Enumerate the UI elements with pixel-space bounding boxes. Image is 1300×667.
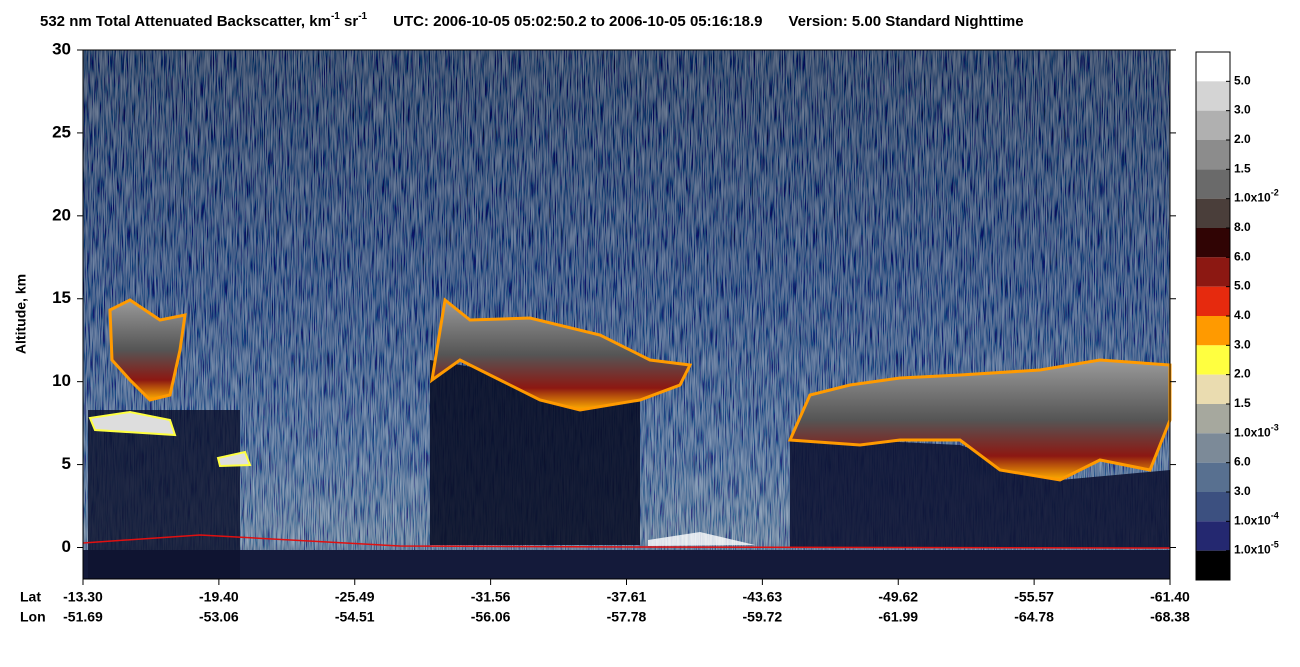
x-tick-label: -56.06 xyxy=(471,609,511,625)
cloud xyxy=(216,450,252,468)
colorbar-label-base: 3.0 xyxy=(1234,338,1251,352)
colorbar-label-base: 5.0 xyxy=(1234,279,1251,293)
colorbar-swatch xyxy=(1196,81,1230,111)
colorbar-label: 1.0x10-3 xyxy=(1234,423,1279,440)
colorbar-label: 6.0 xyxy=(1234,250,1251,264)
colorbar-label: 2.0 xyxy=(1234,132,1251,146)
x-row-label: Lat xyxy=(20,589,41,605)
x-tick-label: -51.69 xyxy=(63,609,103,625)
colorbar-swatch xyxy=(1196,345,1230,375)
colorbar-label: 2.0 xyxy=(1234,367,1251,381)
colorbar-swatch xyxy=(1196,140,1230,170)
colorbar-label: 3.0 xyxy=(1234,338,1251,352)
colorbar-swatch xyxy=(1196,521,1230,551)
x-tick-label: -31.56 xyxy=(471,589,511,605)
y-tick-label: 5 xyxy=(62,454,71,473)
attenuated-region xyxy=(88,410,240,579)
colorbar-label-base: 6.0 xyxy=(1234,455,1251,469)
x-tick-label: -59.72 xyxy=(743,609,783,625)
subsurface xyxy=(83,550,1170,579)
colorbar-swatch xyxy=(1196,462,1230,492)
colorbar-swatch xyxy=(1196,550,1230,580)
x-tick-label: -68.38 xyxy=(1150,609,1190,625)
colorbar-swatch xyxy=(1196,228,1230,258)
x-tick-label: -13.30 xyxy=(63,589,103,605)
colorbar-label-base: 2.0 xyxy=(1234,132,1251,146)
attenuated-region xyxy=(790,440,1170,548)
colorbar-swatch xyxy=(1196,198,1230,228)
colorbar-label: 1.5 xyxy=(1234,162,1251,176)
chart-title: 532 nm Total Attenuated Backscatter, km-… xyxy=(40,11,1024,30)
x-tick-label: -57.78 xyxy=(607,609,647,625)
colorbar-label: 5.0 xyxy=(1234,74,1251,88)
colorbar-swatch xyxy=(1196,492,1230,522)
x-tick-label: -19.40 xyxy=(199,589,239,605)
x-tick-label: -61.99 xyxy=(878,609,918,625)
colorbar-swatch xyxy=(1196,110,1230,140)
y-tick-label: 30 xyxy=(52,39,71,58)
colorbar-label-base: 5.0 xyxy=(1234,74,1251,88)
x-tick-label: -55.57 xyxy=(1014,589,1054,605)
x-tick-label: -64.78 xyxy=(1014,609,1054,625)
y-tick-label: 15 xyxy=(52,288,71,307)
curtain xyxy=(82,50,1172,579)
colorbar-label-base: 1.5 xyxy=(1234,396,1251,410)
colorbar-swatch xyxy=(1196,316,1230,346)
y-axis-label: Altitude, km xyxy=(13,274,29,354)
x-tick-label: -37.61 xyxy=(607,589,647,605)
cloud xyxy=(88,410,177,437)
colorbar-label-base: 8.0 xyxy=(1234,220,1251,234)
colorbar-swatch xyxy=(1196,52,1230,82)
colorbar-swatch xyxy=(1196,286,1230,316)
y-tick-label: 10 xyxy=(52,371,71,390)
cloud xyxy=(108,298,187,402)
colorbar-label-base: 1.5 xyxy=(1234,162,1251,176)
y-tick-label: 20 xyxy=(52,205,71,224)
colorbar-label: 6.0 xyxy=(1234,455,1251,469)
colorbar-label-exp: -4 xyxy=(1271,511,1279,521)
colorbar-label-base: 1.0x10 xyxy=(1234,514,1271,528)
x-tick-label: -25.49 xyxy=(335,589,375,605)
colorbar-label: 1.0x10-2 xyxy=(1234,188,1279,205)
colorbar-label: 4.0 xyxy=(1234,308,1251,322)
colorbar-label: 8.0 xyxy=(1234,220,1251,234)
colorbar-swatch xyxy=(1196,374,1230,404)
surface-line xyxy=(82,534,1171,549)
x-tick-label: -54.51 xyxy=(335,609,375,625)
colorbar-swatch xyxy=(1196,404,1230,434)
colorbar-swatch xyxy=(1196,257,1230,287)
y-tick-label: 25 xyxy=(52,122,71,141)
colorbar-label-base: 4.0 xyxy=(1234,308,1251,322)
colorbar-label-exp: -3 xyxy=(1271,423,1279,433)
x-tick-label: -61.40 xyxy=(1150,589,1190,605)
colorbar-label: 5.0 xyxy=(1234,279,1251,293)
y-tick-label: 0 xyxy=(62,537,71,556)
colorbar-label-base: 3.0 xyxy=(1234,484,1251,498)
x-row-label: Lon xyxy=(20,609,46,625)
cloud xyxy=(429,297,693,412)
colorbar-label: 3.0 xyxy=(1234,103,1251,117)
colorbar-label-base: 1.0x10 xyxy=(1234,191,1271,205)
colorbar-label-base: 6.0 xyxy=(1234,250,1251,264)
colorbar-label: 1.0x10-4 xyxy=(1234,511,1279,528)
colorbar-label-base: 1.0x10 xyxy=(1234,426,1271,440)
colorbar-label-base: 1.0x10 xyxy=(1234,543,1271,557)
colorbar-label: 1.5 xyxy=(1234,396,1251,410)
colorbar-label-base: 3.0 xyxy=(1234,103,1251,117)
colorbar-swatch xyxy=(1196,433,1230,463)
colorbar-swatch xyxy=(1196,169,1230,199)
colorbar-label-exp: -2 xyxy=(1271,188,1279,198)
surface-return xyxy=(648,532,755,546)
colorbar-label: 3.0 xyxy=(1234,484,1251,498)
x-tick-label: -49.62 xyxy=(878,589,918,605)
x-tick-label: -43.63 xyxy=(743,589,783,605)
x-tick-label: -53.06 xyxy=(199,609,239,625)
colorbar-label-exp: -5 xyxy=(1271,540,1279,550)
colorbar-label-base: 2.0 xyxy=(1234,367,1251,381)
colorbar-label: 1.0x10-5 xyxy=(1234,540,1279,557)
